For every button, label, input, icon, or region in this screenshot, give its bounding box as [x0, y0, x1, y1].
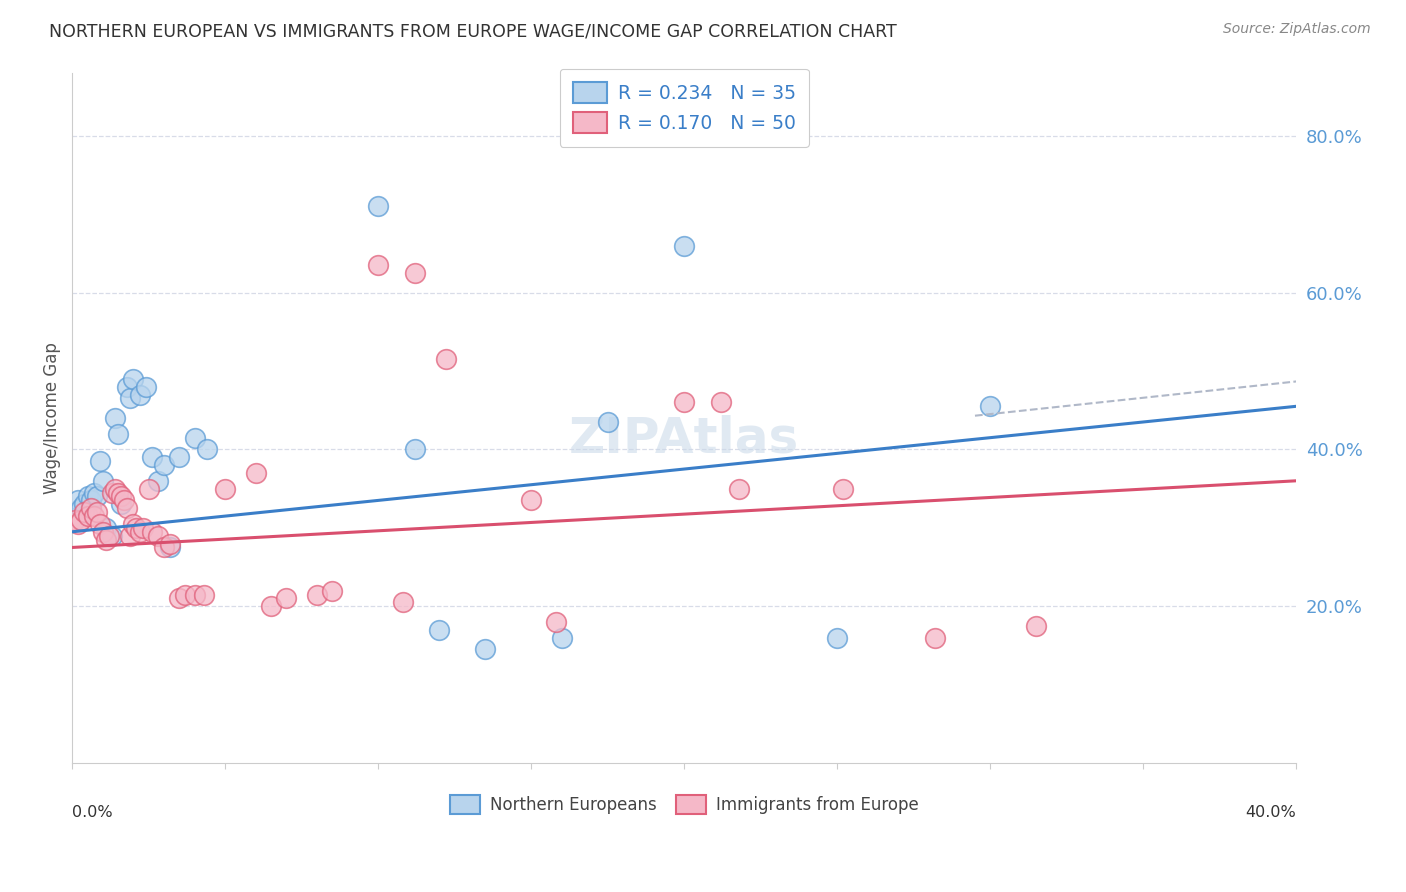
Point: [70, 513, 93, 527]
Point: [91, 524, 114, 539]
Point: [195, 442, 218, 457]
Point: [70, 501, 93, 516]
Point: [101, 529, 124, 543]
Point: [97, 529, 120, 543]
Point: [79, 493, 101, 508]
Text: 0.0%: 0.0%: [72, 805, 112, 820]
Point: [596, 415, 619, 429]
Point: [260, 599, 283, 614]
Point: [673, 395, 696, 409]
Point: [104, 411, 127, 425]
Point: [125, 521, 148, 535]
Point: [76, 490, 98, 504]
Point: [141, 524, 163, 539]
Point: [107, 485, 129, 500]
Point: [104, 482, 127, 496]
Text: NORTHERN EUROPEAN VS IMMIGRANTS FROM EUROPE WAGE/INCOME GAP CORRELATION CHART: NORTHERN EUROPEAN VS IMMIGRANTS FROM EUR…: [49, 22, 897, 40]
Point: [728, 482, 751, 496]
Point: [73, 497, 96, 511]
Legend: Northern Europeans, Immigrants from Europe: Northern Europeans, Immigrants from Euro…: [440, 785, 929, 824]
Point: [174, 587, 197, 601]
Point: [832, 482, 855, 496]
Point: [153, 541, 176, 555]
Point: [86, 490, 108, 504]
Point: [101, 485, 124, 500]
Point: [276, 591, 298, 606]
Point: [112, 493, 135, 508]
Point: [183, 431, 205, 445]
Point: [120, 529, 142, 543]
Point: [91, 474, 114, 488]
Point: [89, 454, 111, 468]
Point: [193, 587, 215, 601]
Point: [825, 631, 848, 645]
Point: [434, 352, 457, 367]
Point: [110, 490, 132, 504]
Point: [138, 482, 160, 496]
Point: [159, 536, 181, 550]
Point: [245, 466, 267, 480]
Point: [94, 533, 117, 547]
Point: [128, 387, 150, 401]
Point: [79, 501, 101, 516]
Y-axis label: Wage/Income Gap: Wage/Income Gap: [44, 343, 60, 494]
Point: [94, 521, 117, 535]
Point: [710, 395, 733, 409]
Point: [86, 505, 108, 519]
Point: [520, 493, 543, 508]
Point: [131, 521, 153, 535]
Point: [76, 509, 98, 524]
Point: [117, 380, 139, 394]
Point: [141, 450, 163, 465]
Point: [214, 482, 236, 496]
Point: [404, 266, 426, 280]
Point: [110, 497, 132, 511]
Point: [122, 372, 145, 386]
Point: [305, 587, 328, 601]
Point: [128, 524, 150, 539]
Text: ZIPAtlas: ZIPAtlas: [569, 415, 800, 463]
Point: [367, 258, 389, 272]
Point: [1025, 619, 1047, 633]
Point: [89, 516, 111, 531]
Point: [979, 399, 1001, 413]
Point: [551, 631, 574, 645]
Text: 40.0%: 40.0%: [1246, 805, 1296, 820]
Point: [122, 516, 145, 531]
Point: [153, 458, 176, 472]
Point: [83, 509, 105, 524]
Point: [183, 587, 205, 601]
Point: [169, 450, 191, 465]
Point: [169, 591, 191, 606]
Point: [544, 615, 567, 629]
Point: [135, 380, 157, 394]
Point: [321, 583, 343, 598]
Point: [83, 485, 105, 500]
Point: [474, 642, 496, 657]
Point: [924, 631, 946, 645]
Point: [673, 238, 696, 252]
Point: [107, 426, 129, 441]
Point: [404, 442, 426, 457]
Point: [120, 392, 142, 406]
Point: [65, 513, 87, 527]
Point: [73, 505, 96, 519]
Point: [146, 474, 169, 488]
Point: [429, 623, 451, 637]
Text: Source: ZipAtlas.com: Source: ZipAtlas.com: [1223, 22, 1371, 37]
Point: [117, 501, 139, 516]
Point: [146, 529, 169, 543]
Point: [159, 541, 181, 555]
Point: [67, 516, 90, 531]
Point: [67, 493, 90, 508]
Point: [391, 595, 413, 609]
Point: [367, 199, 389, 213]
